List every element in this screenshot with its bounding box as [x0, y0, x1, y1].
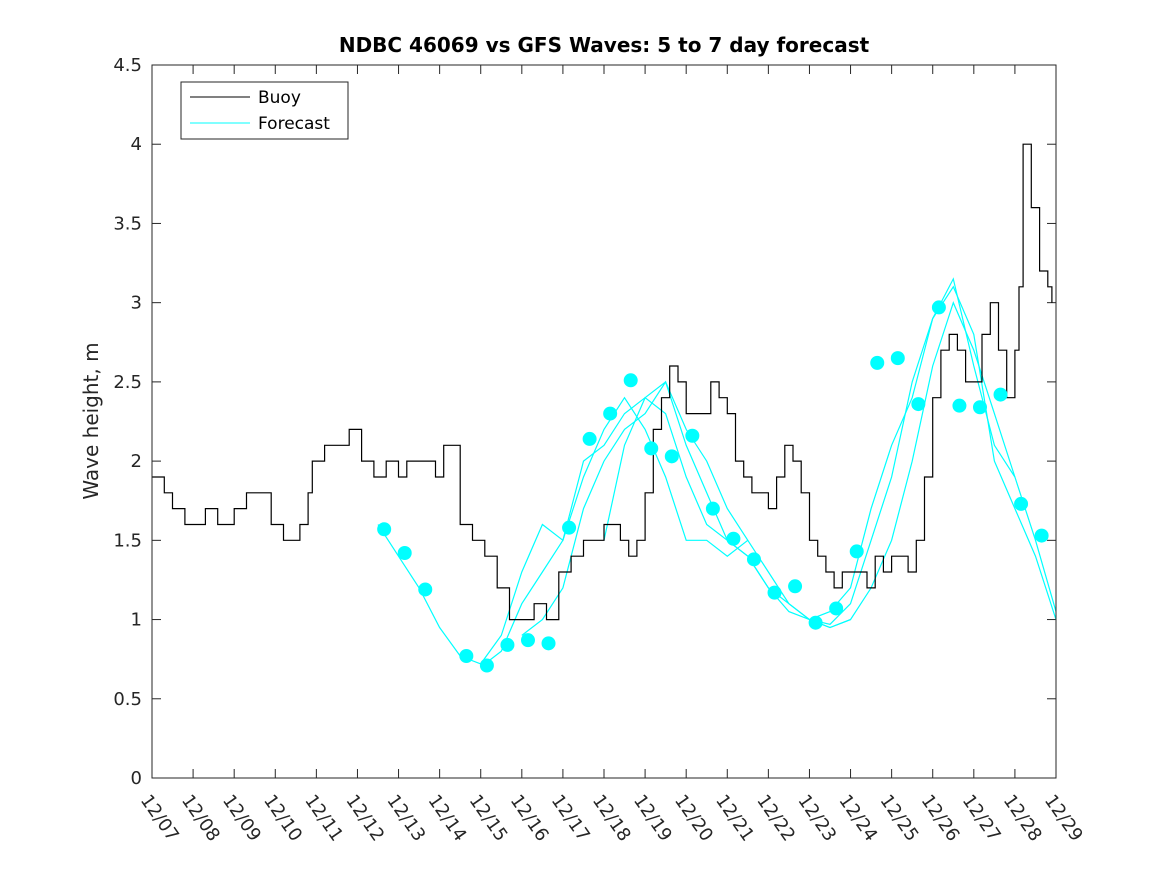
forecast-marker — [685, 428, 700, 443]
series-layer — [152, 143, 1057, 668]
forecast-marker — [911, 397, 926, 412]
forecast-marker — [788, 579, 803, 594]
forecast-marker — [726, 531, 741, 546]
forecast-marker — [479, 658, 494, 673]
forecast-marker — [562, 520, 577, 535]
y-tick-label: 1 — [131, 610, 142, 631]
y-tick-label: 3 — [131, 293, 142, 314]
forecast-marker — [829, 601, 844, 616]
forecast-marker — [541, 636, 556, 651]
forecast-marker — [849, 544, 864, 559]
y-tick-label: 4 — [131, 134, 142, 155]
forecast-marker — [890, 351, 905, 366]
y-tick-label: 0 — [131, 768, 142, 789]
forecast-marker — [931, 300, 946, 315]
forecast-marker — [952, 398, 967, 413]
legend-box — [180, 81, 349, 140]
forecast-marker — [767, 585, 782, 600]
y-axis-label: Wave height, m — [79, 342, 103, 499]
forecast-marker — [746, 552, 761, 567]
forecast-marker — [664, 449, 679, 464]
y-tick-label: 2 — [131, 451, 142, 472]
forecast-marker — [1034, 528, 1049, 543]
y-tick-label: 4.5 — [113, 55, 142, 76]
forecast-marker — [993, 387, 1008, 402]
forecast-line — [809, 277, 1057, 621]
y-tick-label: 3.5 — [113, 213, 142, 234]
forecast-marker — [1014, 496, 1029, 511]
legend: Buoy Forecast — [180, 81, 349, 140]
buoy-line — [152, 143, 1053, 621]
forecast-marker — [520, 633, 535, 648]
marker-layer — [377, 300, 1049, 673]
forecast-marker — [500, 637, 515, 652]
forecast-marker — [972, 400, 987, 415]
forecast-marker — [377, 522, 392, 537]
forecast-marker — [603, 406, 618, 421]
legend-buoy-label: Buoy — [258, 88, 301, 108]
y-axis: 0 0.5 1 1.5 2 2.5 3 3.5 4 4.5 — [113, 55, 1056, 789]
forecast-marker — [459, 648, 474, 663]
forecast-marker — [582, 431, 597, 446]
y-tick-label: 0.5 — [113, 689, 142, 710]
y-tick-label: 1.5 — [113, 530, 142, 551]
forecast-marker — [870, 355, 885, 370]
plot-area — [151, 64, 1057, 779]
forecast-marker — [808, 615, 823, 630]
forecast-marker — [418, 582, 433, 597]
y-tick-label: 2.5 — [113, 372, 142, 393]
forecast-marker — [644, 441, 659, 456]
legend-forecast-label: Forecast — [258, 114, 330, 134]
forecast-marker — [705, 501, 720, 516]
chart-title: NDBC 46069 vs GFS Waves: 5 to 7 day fore… — [339, 33, 870, 57]
forecast-marker — [623, 373, 638, 388]
forecast-line — [521, 301, 1016, 636]
forecast-marker — [397, 546, 412, 561]
forecast-line — [603, 285, 1057, 625]
plot-frame — [151, 64, 1057, 779]
